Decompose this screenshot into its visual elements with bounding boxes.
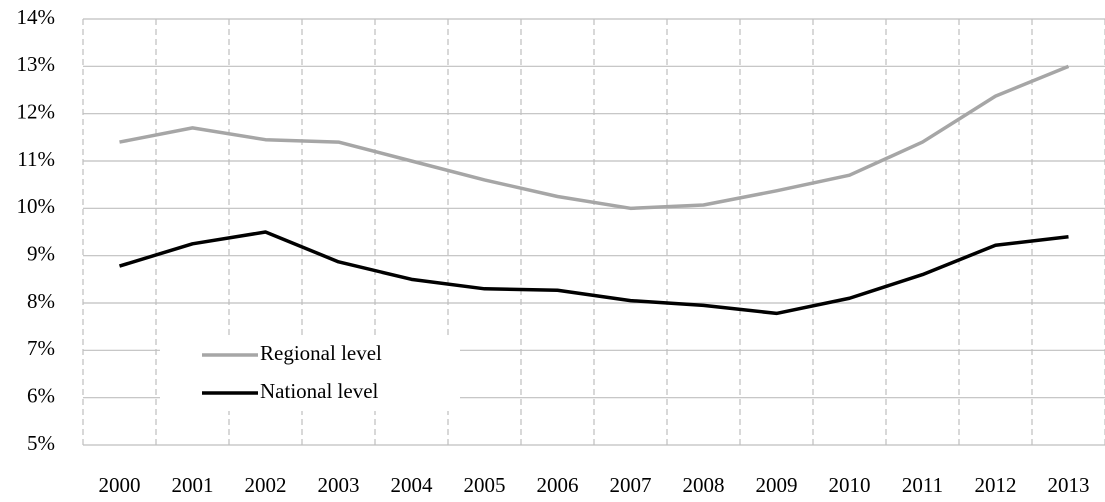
x-tick-label: 2001 xyxy=(172,473,214,497)
line-series xyxy=(118,230,1069,316)
y-tick-label: 8% xyxy=(27,289,55,313)
x-tick-label: 2002 xyxy=(245,473,287,497)
x-tick-label: 2009 xyxy=(756,473,798,497)
x-tick-label: 2010 xyxy=(829,473,871,497)
x-tick-label: 2004 xyxy=(391,473,434,497)
y-tick-label: 14% xyxy=(17,5,56,29)
y-tick-label: 13% xyxy=(17,52,56,76)
y-tick-label: 11% xyxy=(17,147,55,171)
legend-label: National level xyxy=(260,379,379,403)
y-tick-label: 5% xyxy=(27,431,55,455)
y-tick-label: 6% xyxy=(27,383,55,407)
line-series xyxy=(119,64,1070,211)
x-tick-label: 2005 xyxy=(464,473,506,497)
y-tick-label: 12% xyxy=(17,99,56,123)
x-tick-label: 2013 xyxy=(1048,473,1090,497)
x-tick-label: 2012 xyxy=(975,473,1017,497)
y-tick-label: 7% xyxy=(27,336,55,360)
x-tick-label: 2003 xyxy=(318,473,360,497)
legend-label: Regional level xyxy=(260,341,382,365)
x-tick-label: 2006 xyxy=(537,473,579,497)
y-tick-label: 10% xyxy=(17,194,56,218)
x-tick-label: 2011 xyxy=(902,473,943,497)
y-tick-label: 9% xyxy=(27,241,55,265)
x-tick-label: 2008 xyxy=(683,473,725,497)
x-tick-label: 2007 xyxy=(610,473,652,497)
x-tick-label: 2000 xyxy=(99,473,141,497)
legend-box xyxy=(160,335,460,411)
